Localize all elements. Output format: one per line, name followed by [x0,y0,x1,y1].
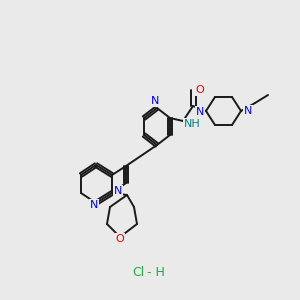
Text: N: N [114,186,122,196]
Text: N: N [90,200,98,210]
Text: O: O [116,234,124,244]
Text: N: N [244,106,252,116]
Text: N: N [151,96,159,106]
Text: - H: - H [147,266,165,278]
Text: N: N [196,107,204,117]
Text: Cl: Cl [132,266,144,278]
Text: O: O [196,85,204,95]
Text: NH: NH [184,119,200,129]
